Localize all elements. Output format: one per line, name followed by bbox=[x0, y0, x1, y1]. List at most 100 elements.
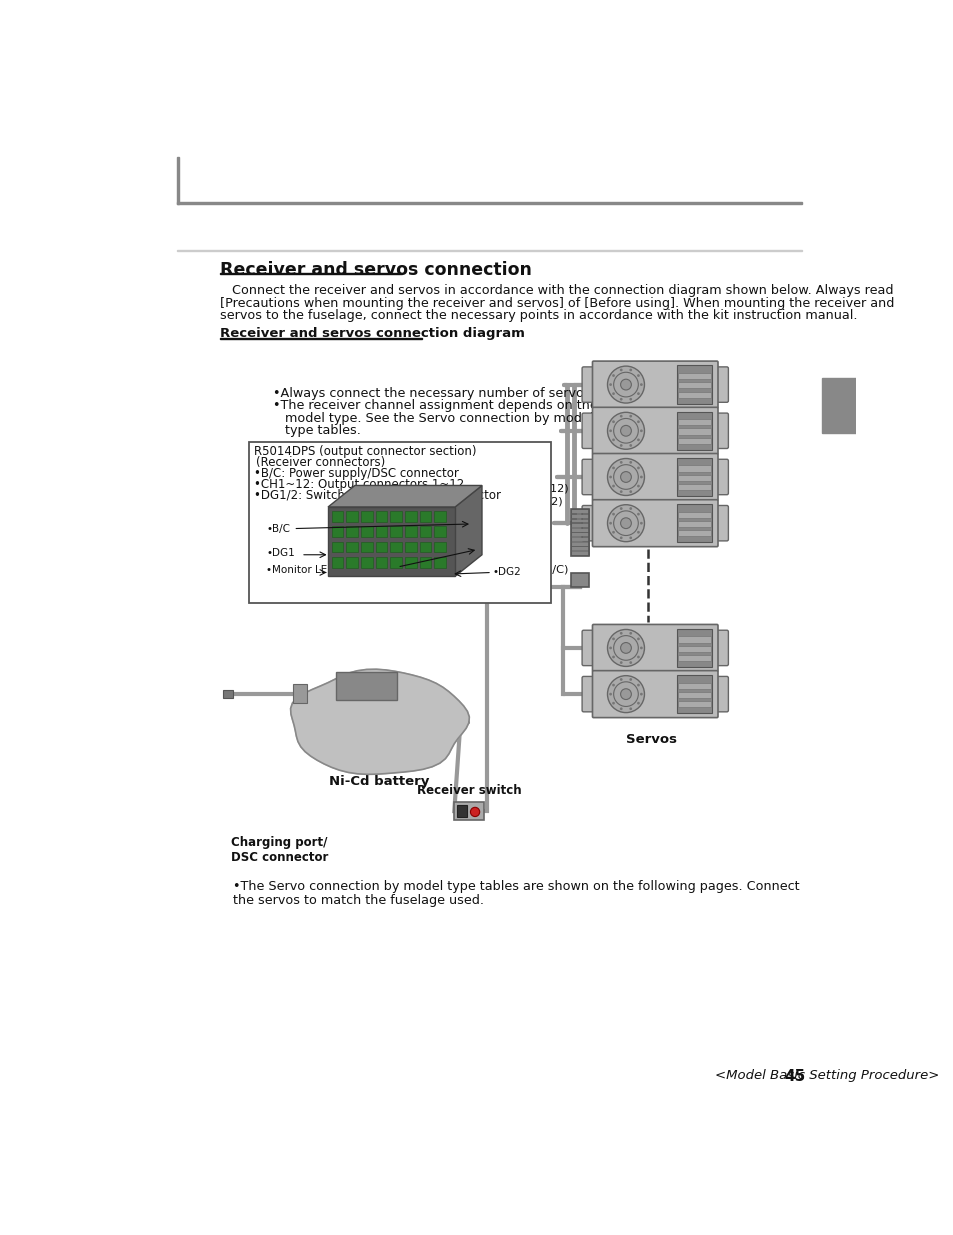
Circle shape bbox=[629, 536, 632, 540]
Bar bbox=[678, 701, 710, 708]
Polygon shape bbox=[291, 669, 469, 774]
Circle shape bbox=[609, 693, 611, 695]
Circle shape bbox=[619, 445, 622, 447]
Bar bbox=[678, 419, 710, 425]
Bar bbox=[332, 542, 343, 552]
Circle shape bbox=[620, 517, 631, 529]
FancyBboxPatch shape bbox=[592, 625, 718, 672]
Bar bbox=[434, 542, 445, 552]
Circle shape bbox=[620, 379, 631, 390]
Bar bbox=[405, 557, 416, 568]
Circle shape bbox=[612, 484, 615, 488]
Bar bbox=[678, 484, 710, 490]
Bar bbox=[676, 366, 712, 404]
FancyBboxPatch shape bbox=[713, 505, 728, 541]
Bar bbox=[570, 519, 588, 522]
Bar bbox=[678, 683, 710, 689]
Circle shape bbox=[629, 490, 632, 493]
Circle shape bbox=[619, 398, 622, 400]
Bar bbox=[570, 524, 588, 527]
Circle shape bbox=[629, 632, 632, 635]
FancyBboxPatch shape bbox=[713, 367, 728, 403]
FancyBboxPatch shape bbox=[581, 412, 596, 448]
Text: model type. See the Servo connection by model: model type. See the Servo connection by … bbox=[274, 411, 593, 425]
Circle shape bbox=[639, 522, 642, 525]
Text: type tables.: type tables. bbox=[274, 424, 361, 437]
Circle shape bbox=[629, 398, 632, 400]
Circle shape bbox=[612, 374, 615, 377]
Circle shape bbox=[639, 647, 642, 650]
Bar bbox=[293, 684, 307, 704]
Circle shape bbox=[619, 632, 622, 635]
Bar bbox=[676, 629, 712, 667]
Bar bbox=[332, 557, 343, 568]
Bar bbox=[390, 557, 401, 568]
Bar bbox=[375, 542, 387, 552]
Circle shape bbox=[613, 511, 638, 536]
Circle shape bbox=[620, 689, 631, 699]
Circle shape bbox=[612, 467, 615, 469]
Polygon shape bbox=[455, 485, 481, 577]
Bar bbox=[678, 655, 710, 661]
Text: Connect the receiver and servos in accordance with the connection diagram shown : Connect the receiver and servos in accor… bbox=[220, 284, 893, 298]
Bar bbox=[570, 573, 588, 587]
FancyBboxPatch shape bbox=[581, 505, 596, 541]
Text: •DG1: •DG1 bbox=[266, 548, 294, 558]
Bar bbox=[678, 511, 710, 517]
Bar bbox=[434, 526, 445, 537]
FancyBboxPatch shape bbox=[592, 453, 718, 500]
Text: •B/C: Power supply/DSC connector: •B/C: Power supply/DSC connector bbox=[253, 467, 458, 480]
Bar bbox=[405, 511, 416, 521]
Text: R5014DPS (output connector section): R5014DPS (output connector section) bbox=[253, 446, 476, 458]
Text: Receiver and servos connection: Receiver and servos connection bbox=[220, 262, 532, 279]
FancyBboxPatch shape bbox=[581, 459, 596, 495]
Circle shape bbox=[609, 475, 611, 478]
Bar bbox=[678, 429, 710, 435]
Bar bbox=[678, 692, 710, 698]
Bar bbox=[570, 532, 588, 536]
Circle shape bbox=[637, 637, 639, 640]
Text: •B/C: •B/C bbox=[266, 524, 290, 534]
Bar bbox=[456, 805, 467, 818]
Bar bbox=[332, 511, 343, 521]
Text: servos to the fuselage, connect the necessary points in accordance with the kit : servos to the fuselage, connect the nece… bbox=[220, 309, 857, 322]
Circle shape bbox=[629, 661, 632, 664]
FancyBboxPatch shape bbox=[592, 361, 718, 408]
Bar bbox=[570, 546, 588, 550]
Text: Receiver and servos connection diagram: Receiver and servos connection diagram bbox=[220, 327, 524, 340]
Circle shape bbox=[612, 701, 615, 705]
Circle shape bbox=[619, 508, 622, 510]
Bar bbox=[346, 542, 357, 552]
Bar bbox=[676, 411, 712, 450]
Bar bbox=[676, 504, 712, 542]
Circle shape bbox=[619, 708, 622, 710]
Text: •The receiver channel assignment depends on the: •The receiver channel assignment depends… bbox=[274, 399, 598, 412]
Text: •Always connect the necessary number of servos.: •Always connect the necessary number of … bbox=[274, 387, 595, 400]
FancyBboxPatch shape bbox=[713, 412, 728, 448]
Text: •The Servo connection by model type tables are shown on the following pages. Con: •The Servo connection by model type tabl… bbox=[233, 879, 799, 893]
Circle shape bbox=[607, 630, 644, 667]
Circle shape bbox=[619, 490, 622, 493]
Bar bbox=[335, 672, 396, 699]
Circle shape bbox=[612, 637, 615, 640]
Circle shape bbox=[629, 368, 632, 372]
Text: [Precautions when mounting the receiver and servos] of [Before using]. When moun: [Precautions when mounting the receiver … bbox=[220, 296, 894, 310]
Bar bbox=[570, 527, 588, 531]
Circle shape bbox=[470, 808, 479, 816]
Circle shape bbox=[637, 374, 639, 377]
Text: Servos: Servos bbox=[625, 734, 677, 746]
Bar bbox=[375, 511, 387, 521]
Circle shape bbox=[637, 438, 639, 441]
Circle shape bbox=[637, 701, 639, 705]
Circle shape bbox=[619, 461, 622, 463]
Bar bbox=[375, 526, 387, 537]
Bar bbox=[361, 542, 373, 552]
Bar bbox=[249, 442, 550, 603]
Circle shape bbox=[629, 461, 632, 463]
Bar bbox=[361, 511, 373, 521]
Bar bbox=[434, 511, 445, 521]
Text: (Receiver connectors): (Receiver connectors) bbox=[256, 456, 385, 469]
Circle shape bbox=[637, 467, 639, 469]
Circle shape bbox=[607, 412, 644, 450]
Circle shape bbox=[637, 513, 639, 515]
